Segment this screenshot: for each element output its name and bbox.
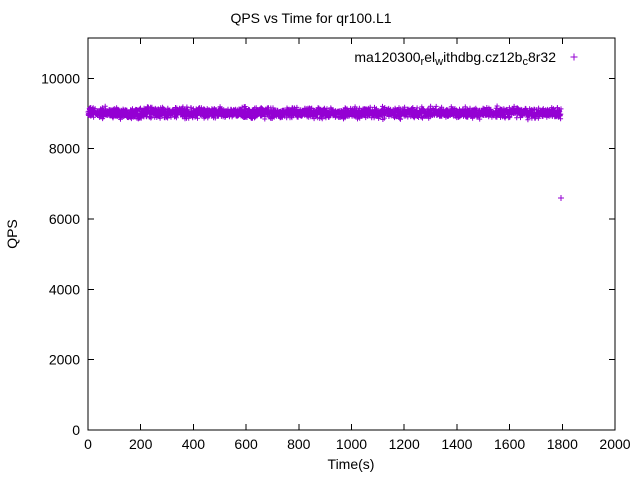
x-tick-label: 1800	[547, 436, 578, 452]
y-tick-label: 4000	[49, 281, 80, 297]
x-tick-label: 0	[84, 436, 92, 452]
y-axis-tick-labels: 0 2000 4000 6000 8000 10000	[41, 70, 80, 438]
x-tick-label: 1600	[494, 436, 525, 452]
y-tick-label: 0	[72, 422, 80, 438]
y-tick-label: 6000	[49, 211, 80, 227]
legend-marker-plus-icon	[570, 53, 578, 61]
axis-ticks	[87, 38, 616, 431]
outlier-point	[558, 195, 564, 201]
x-axis-tick-labels: 0 200 400 600 800 1000 1200 1400 1600 1800 2000	[84, 436, 631, 452]
x-tick-label: 800	[287, 436, 311, 452]
chart-title: QPS vs Time for qr100.L1	[230, 10, 391, 26]
x-tick-label: 1400	[441, 436, 472, 452]
y-tick-label: 8000	[49, 141, 80, 157]
legend: ma120300relwithdbg.cz12bc8r32	[354, 49, 578, 68]
x-axis-label: Time(s)	[328, 456, 375, 472]
x-tick-label: 2000	[599, 436, 630, 452]
x-tick-label: 200	[129, 436, 153, 452]
y-tick-label: 2000	[49, 352, 80, 368]
plot-border	[87, 37, 616, 431]
x-tick-label: 1000	[336, 436, 367, 452]
qps-scatter-series	[85, 103, 564, 123]
legend-label: ma120300relwithdbg.cz12bc8r32	[354, 49, 556, 68]
x-tick-label: 600	[234, 436, 258, 452]
x-tick-label: 400	[182, 436, 206, 452]
y-axis-label: QPS	[4, 219, 20, 249]
y-tick-label: 10000	[41, 70, 80, 86]
x-tick-label: 1200	[389, 436, 420, 452]
